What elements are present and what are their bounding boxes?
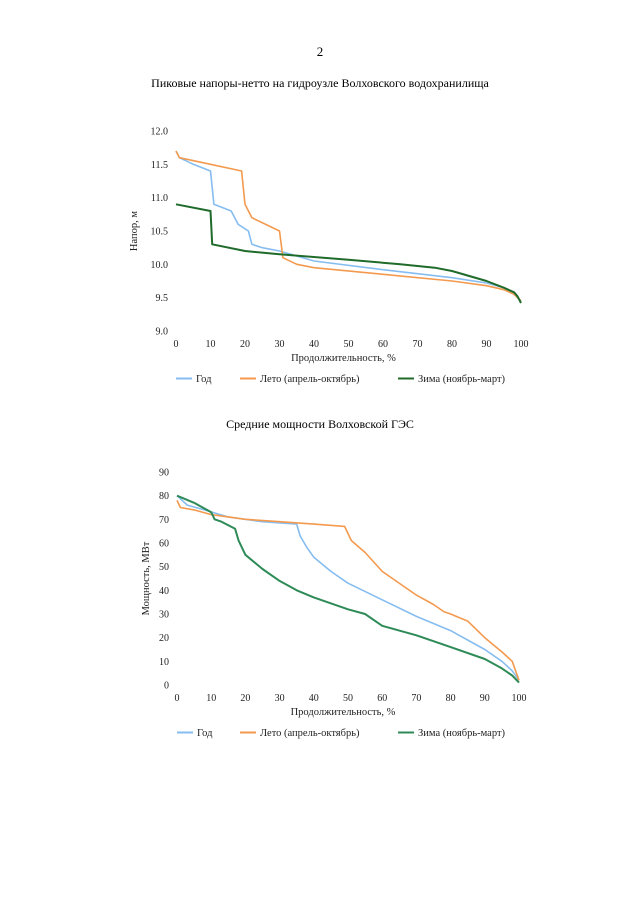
- x-axis-label: Продолжительность, %: [291, 353, 396, 364]
- x-tick-label: 70: [413, 339, 423, 350]
- y-tick-label: 11.5: [151, 160, 168, 171]
- x-tick-label: 100: [512, 693, 527, 704]
- x-tick-label: 40: [309, 339, 319, 350]
- y-tick-label: 40: [159, 586, 169, 597]
- x-tick-label: 0: [175, 693, 180, 704]
- series-line-3: [175, 203, 522, 304]
- legend-label-2: Лето (апрель-октябрь): [260, 728, 360, 739]
- x-tick-label: 100: [514, 339, 529, 350]
- y-tick-label: 90: [159, 468, 169, 479]
- x-tick-label: 10: [206, 693, 216, 704]
- chart-heads: 12.0 11.5 11.0 10.5 10.0 9.5 9.0 0 10 20 30 40 50 60 7…: [129, 127, 529, 386]
- x-axis-label: Продолжительность, %: [291, 707, 396, 718]
- x-tick-label: 70: [411, 693, 421, 704]
- y-axis-label: Напор, м: [129, 211, 140, 251]
- x-tick-label: 30: [275, 339, 285, 350]
- x-tick-label: 10: [206, 339, 216, 350]
- series-line-3: [176, 494, 520, 684]
- legend-label-1: Год: [197, 728, 213, 739]
- legend-label-1: Год: [196, 374, 212, 385]
- y-tick-label: 60: [159, 539, 169, 550]
- x-tick-label: 40: [309, 693, 319, 704]
- y-tick-label: 70: [159, 515, 169, 526]
- legend-label-3: Зима (ноябрь-март): [418, 374, 506, 385]
- series-line-2: [176, 500, 520, 681]
- x-tick-label: 0: [174, 339, 179, 350]
- y-tick-label: 10.5: [151, 227, 169, 238]
- x-tick-label: 50: [344, 339, 354, 350]
- legend-label-3: Зима (ноябрь-март): [418, 728, 506, 739]
- x-tick-label: 20: [240, 339, 250, 350]
- x-tick-label: 50: [343, 693, 353, 704]
- x-tick-label: 20: [240, 693, 250, 704]
- y-tick-label: 0: [164, 681, 169, 692]
- x-tick-label: 80: [447, 339, 457, 350]
- y-tick-label: 50: [159, 562, 169, 573]
- y-tick-label: 30: [159, 610, 169, 621]
- x-tick-label: 90: [482, 339, 492, 350]
- legend-label-2: Лето (апрель-октябрь): [260, 374, 360, 385]
- page-number: 2: [316, 44, 324, 59]
- y-tick-label: 10: [159, 657, 169, 668]
- chart-title-heads: Пиковые напоры-нетто на гидроузле Волхов…: [151, 76, 489, 90]
- x-tick-label: 30: [275, 693, 285, 704]
- y-axis-label: Мощность, МВт: [141, 541, 152, 615]
- y-tick-label: 11.0: [151, 193, 168, 204]
- y-tick-label: 20: [159, 633, 169, 644]
- y-tick-label: 10.0: [151, 260, 169, 271]
- y-tick-label: 9.0: [156, 327, 169, 338]
- series-line-1: [175, 150, 522, 302]
- chart-title-power: Средние мощности Волховской ГЭС: [226, 417, 414, 431]
- x-tick-label: 90: [480, 693, 490, 704]
- y-tick-label: 12.0: [151, 127, 169, 138]
- y-tick-label: 9.5: [156, 293, 169, 304]
- y-tick-label: 80: [159, 491, 169, 502]
- x-tick-label: 60: [378, 339, 388, 350]
- x-tick-label: 60: [377, 693, 387, 704]
- series-line-2: [175, 150, 522, 302]
- x-tick-label: 80: [446, 693, 456, 704]
